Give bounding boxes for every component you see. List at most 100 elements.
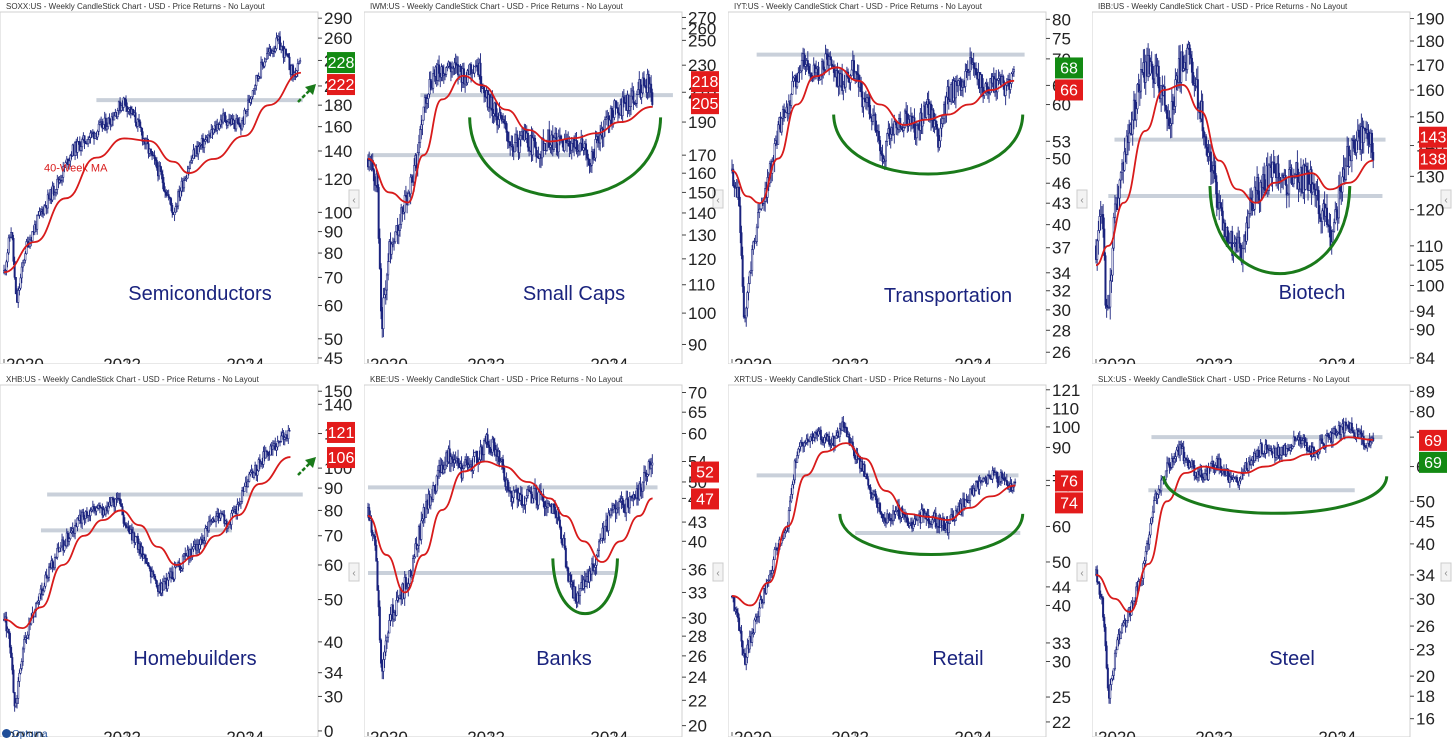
candle-body [148, 566, 151, 569]
candle-body [223, 514, 226, 524]
candle-body [821, 439, 824, 442]
candle-body [37, 214, 40, 217]
candle-body [618, 501, 621, 509]
candle-body [600, 537, 603, 541]
candle-body [834, 437, 837, 446]
candle-body [1260, 443, 1263, 454]
chart-panel-7: XRT:US - Weekly CandleStick Chart - USD … [728, 373, 1090, 737]
scroll-handle[interactable] [712, 189, 724, 209]
scroll-handle[interactable] [348, 189, 360, 209]
candle-body [170, 198, 173, 206]
chevron-left-icon[interactable]: ‹ [716, 195, 719, 206]
candle-body [445, 67, 448, 75]
candle-body [1192, 72, 1195, 86]
candle-body [532, 488, 535, 499]
candle-body [1105, 645, 1108, 669]
candle-body [773, 143, 776, 162]
candle-body [1331, 231, 1334, 243]
candle-body [1258, 455, 1261, 458]
candle-body [1350, 139, 1353, 162]
candle-body [1109, 280, 1112, 308]
candle-body [986, 474, 989, 484]
candle-body [1189, 54, 1192, 59]
candle-body [1172, 101, 1175, 110]
candle-body [947, 86, 950, 100]
y-tick-label: 44 [1052, 578, 1071, 597]
candle-body [529, 490, 532, 493]
candle-body [828, 435, 831, 445]
candle-body [875, 495, 878, 504]
candle-body [171, 204, 174, 213]
scroll-handle[interactable] [1440, 562, 1452, 582]
candle-body [451, 67, 454, 73]
candle-body [414, 543, 417, 558]
chart-svg: ‹706560545047434036333028262422202020202… [364, 383, 724, 737]
candle-body [110, 116, 113, 126]
candle-body [122, 514, 125, 524]
scroll-handle[interactable] [1440, 189, 1452, 209]
y-tick-label: 70 [688, 383, 707, 402]
candle-body [621, 498, 624, 506]
candle-body [1207, 152, 1210, 157]
y-tick-label: 80 [324, 244, 343, 263]
candle-body [772, 559, 775, 571]
candle-body [269, 445, 272, 456]
scroll-handle[interactable] [348, 562, 360, 582]
candle-body [906, 516, 909, 523]
optuma-logo-icon [2, 729, 11, 738]
candle-body [885, 141, 888, 162]
candle-body [80, 146, 83, 151]
y-tick-label: 22 [1052, 713, 1071, 732]
moving-average-line [731, 442, 1016, 607]
scroll-handle[interactable] [1076, 189, 1088, 209]
candle-body [937, 128, 940, 148]
candle-body [972, 62, 975, 69]
candle-body [42, 590, 45, 595]
candle-body [1285, 448, 1288, 455]
y-tick-label: 89 [1416, 382, 1435, 401]
candle-body [1263, 174, 1266, 190]
candle-body [1188, 44, 1191, 55]
candle-body [503, 119, 506, 124]
candle-body [410, 575, 413, 578]
candle-body [1100, 596, 1103, 599]
chevron-left-icon[interactable]: ‹ [716, 568, 719, 579]
candle-body [56, 178, 59, 190]
candle-body [825, 53, 828, 55]
scroll-handle[interactable] [1076, 562, 1088, 582]
chevron-left-icon[interactable]: ‹ [352, 568, 355, 579]
candle-body [177, 191, 180, 207]
candle-body [380, 268, 383, 312]
chevron-left-icon[interactable]: ‹ [1080, 568, 1083, 579]
candle-body [207, 521, 210, 532]
candle-body [1205, 136, 1208, 148]
y-tick-label: 180 [324, 96, 352, 115]
candle-body [1326, 207, 1329, 225]
candle-body [815, 432, 818, 434]
candle-body [915, 125, 918, 139]
candle-body [279, 36, 282, 51]
candle-body [191, 548, 194, 558]
candle-body [59, 545, 62, 549]
chevron-left-icon[interactable]: ‹ [1444, 195, 1447, 206]
y-tick-label: 150 [1416, 108, 1444, 127]
candle-body [21, 648, 24, 662]
y-tick-label: 36 [688, 560, 707, 579]
chevron-left-icon[interactable]: ‹ [1080, 195, 1083, 206]
candle-body [191, 157, 194, 161]
scroll-handle[interactable] [712, 562, 724, 582]
y-tick-label: 140 [324, 395, 352, 414]
candle-body [390, 243, 393, 255]
chevron-left-icon[interactable]: ‹ [352, 195, 355, 206]
y-tick-label: 37 [1052, 239, 1071, 258]
candle-body [69, 532, 72, 539]
candle-body [863, 97, 866, 100]
candle-body [889, 133, 892, 139]
candle-body [1207, 466, 1210, 480]
candle-body [5, 261, 8, 271]
candle-body [741, 255, 744, 287]
candle-body [525, 495, 528, 499]
candle-body [188, 161, 191, 169]
chevron-left-icon[interactable]: ‹ [1444, 568, 1447, 579]
candle-body [832, 65, 835, 73]
